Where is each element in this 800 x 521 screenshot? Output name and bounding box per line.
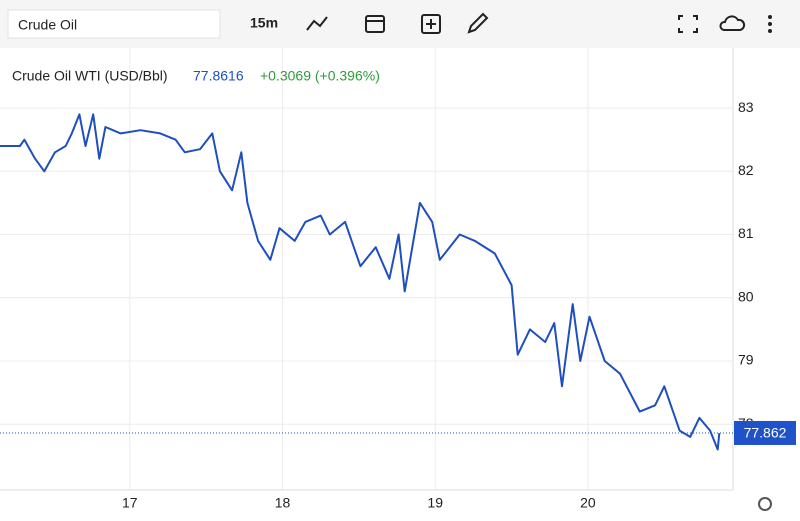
y-tick-label: 81 (738, 225, 754, 241)
last-price-label: 77.862 (744, 425, 787, 441)
x-tick-label: 17 (122, 495, 138, 511)
fullscreen-icon[interactable] (678, 15, 698, 33)
y-tick-label: 80 (738, 288, 754, 304)
menu-dot (768, 15, 772, 19)
chart-type-icon[interactable] (306, 16, 328, 31)
calendar-icon[interactable] (365, 15, 385, 33)
y-tick-label: 83 (738, 99, 754, 115)
legend-price: 77.8616 (193, 68, 244, 84)
legend-name: Crude Oil WTI (USD/Bbl) (12, 68, 168, 84)
y-tick-label: 79 (738, 352, 754, 368)
interval[interactable]: 15m (250, 15, 278, 31)
menu-dot (768, 29, 772, 33)
settings-icon[interactable] (758, 497, 772, 511)
draw-icon[interactable] (467, 12, 489, 34)
add-icon[interactable] (421, 14, 441, 34)
download-icon[interactable] (719, 15, 746, 31)
last-price-box (734, 420, 796, 445)
toolbar-icons (306, 12, 746, 34)
menu-dot (768, 22, 772, 26)
search-text: Crude Oil (18, 17, 77, 33)
x-tick-label: 18 (275, 495, 291, 511)
search-box[interactable] (7, 9, 221, 39)
legend-change: +0.3069 (+0.396%) (260, 68, 380, 84)
x-tick-label: 19 (427, 495, 443, 511)
x-tick-label: 20 (580, 495, 596, 511)
price-line (0, 113, 721, 451)
y-tick-label: 82 (738, 162, 754, 178)
menu-icon[interactable] (768, 15, 772, 33)
